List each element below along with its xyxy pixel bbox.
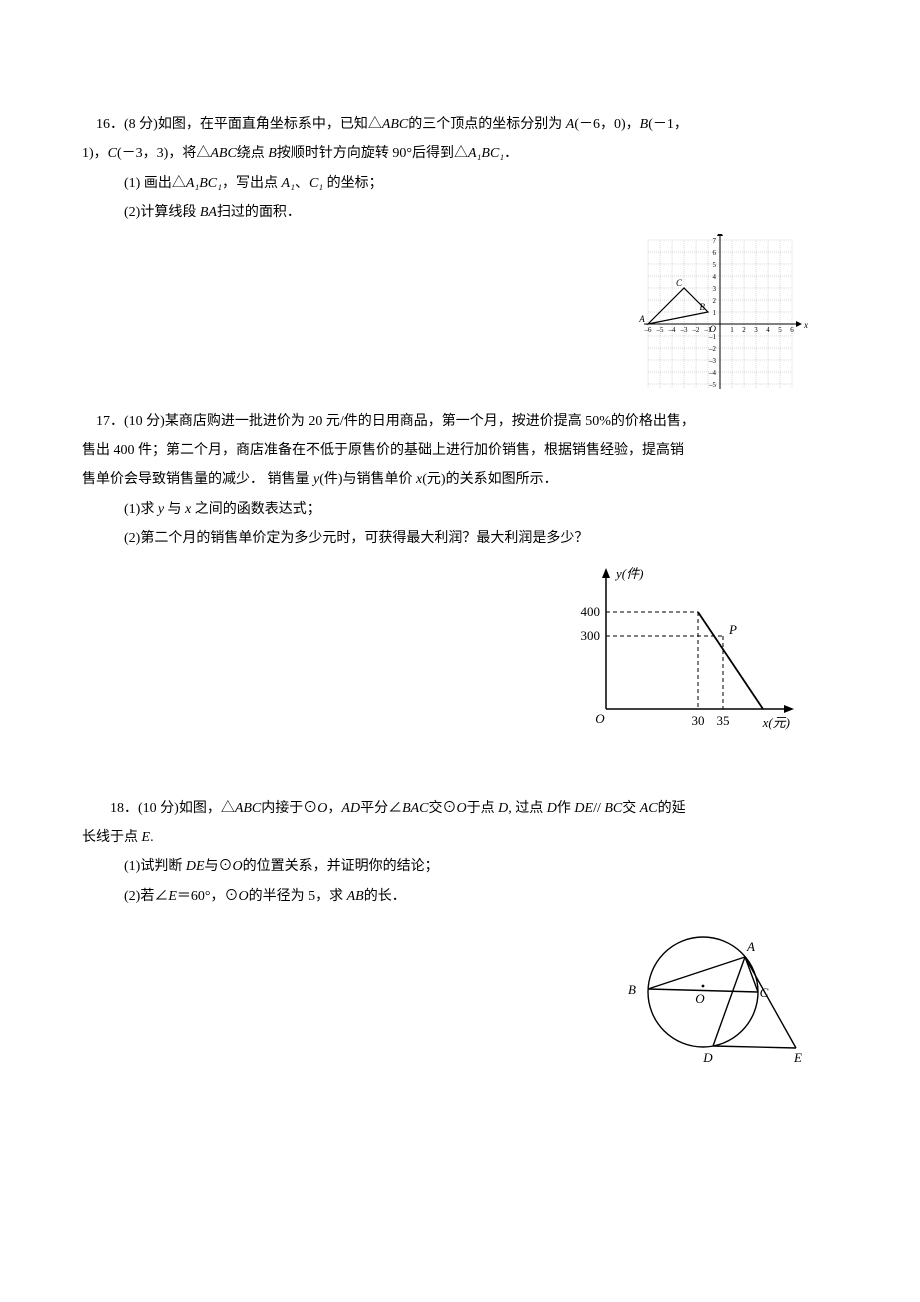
p18-line1: 18．(10 分)如图，△ABC内接于⊙O，AD平分∠BAC交⊙O于点 D, 过… <box>82 794 838 823</box>
problem-17: 17．(10 分)某商店购进一批进价为 20 元/件的日用商品，第一个月，按进价… <box>82 407 838 734</box>
p16-figure: –6–5–4–3–2–1123456–7–6–5–4–3–2–11234567O… <box>638 234 838 389</box>
svg-text:5: 5 <box>778 326 782 334</box>
p16-pts: (8 分) <box>124 117 158 132</box>
svg-text:6: 6 <box>790 326 794 334</box>
svg-text:D: D <box>702 1050 713 1065</box>
p18-pts: (10 分) <box>138 801 179 816</box>
svg-text:300: 300 <box>581 628 601 643</box>
svg-text:–3: –3 <box>680 326 689 334</box>
p16-sub2: (2)计算线段 BA扫过的面积． <box>82 198 838 227</box>
p17-num: 17 <box>96 414 110 429</box>
svg-text:A: A <box>638 314 645 324</box>
svg-text:P: P <box>728 622 737 637</box>
p17-sub2: (2)第二个月的销售单价定为多少元时，可获得最大利润？最大利润是多少？ <box>82 524 838 553</box>
problem-16: 16．(8 分)如图，在平面直角坐标系中，已知△ABC的三个顶点的坐标分别为 A… <box>82 110 838 389</box>
svg-text:x: x <box>803 320 808 330</box>
svg-text:y(件): y(件) <box>614 566 643 581</box>
svg-text:C: C <box>760 985 769 1000</box>
svg-text:1: 1 <box>730 326 734 334</box>
svg-text:400: 400 <box>581 604 601 619</box>
svg-text:6: 6 <box>713 249 717 257</box>
svg-text:7: 7 <box>713 237 717 245</box>
p17-line1: 17．(10 分)某商店购进一批进价为 20 元/件的日用商品，第一个月，按进价… <box>82 407 838 436</box>
p17-figure: O 30 35 400 300 y(件) x(元) P <box>568 564 798 734</box>
p16-sub1: (1) 画出△A₁BC₁，写出点 A₁、C₁ 的坐标； <box>82 169 838 198</box>
p17-line3: 售单价会导致销售量的减少． 销售量 y(件)与销售单价 x(元)的关系如图所示． <box>82 465 838 494</box>
svg-text:30: 30 <box>692 713 705 728</box>
svg-text:–2: –2 <box>692 326 701 334</box>
p18-sub2: (2)若∠E＝60°，⊙O的半径为 5，求 AB的长． <box>82 882 838 911</box>
p16-num: 16 <box>96 117 110 132</box>
svg-text:1: 1 <box>713 309 717 317</box>
p18-num: 18 <box>110 801 124 816</box>
p18-sub1: (1)试判断 DE与⊙O的位置关系，并证明你的结论； <box>82 852 838 881</box>
svg-text:O: O <box>710 324 717 334</box>
svg-text:35: 35 <box>717 713 730 728</box>
svg-text:B: B <box>700 302 706 312</box>
svg-text:3: 3 <box>754 326 758 334</box>
svg-text:–5: –5 <box>656 326 665 334</box>
svg-text:2: 2 <box>742 326 746 334</box>
svg-text:x(元): x(元) <box>762 715 790 730</box>
svg-text:–4: –4 <box>708 369 717 377</box>
svg-text:–3: –3 <box>708 357 717 365</box>
svg-text:C: C <box>676 278 683 288</box>
svg-text:O: O <box>695 991 705 1006</box>
p18-line2: 长线于点 E. <box>82 823 838 852</box>
svg-text:4: 4 <box>766 326 770 334</box>
svg-text:–4: –4 <box>668 326 677 334</box>
p17-sub1: (1)求 y 与 x 之间的函数表达式； <box>82 495 838 524</box>
svg-text:–6: –6 <box>644 326 653 334</box>
svg-text:4: 4 <box>713 273 717 281</box>
svg-text:A: A <box>746 939 755 954</box>
p16-line1: 16．(8 分)如图，在平面直角坐标系中，已知△ABC的三个顶点的坐标分别为 A… <box>82 110 838 139</box>
p17-pts: (10 分) <box>124 414 165 429</box>
svg-text:3: 3 <box>713 285 717 293</box>
problem-18: 18．(10 分)如图，△ABC内接于⊙O，AD平分∠BAC交⊙O于点 D, 过… <box>82 794 838 1078</box>
p17-line2: 售出 400 件；第二个月，商店准备在不低于原售价的基础上进行加价销售，根据销售… <box>82 436 838 465</box>
svg-text:B: B <box>628 982 636 997</box>
svg-text:2: 2 <box>713 297 717 305</box>
p18-figure: A B C D E O <box>618 917 808 1077</box>
svg-text:–1: –1 <box>708 333 717 341</box>
svg-text:–2: –2 <box>708 345 717 353</box>
svg-text:5: 5 <box>713 261 717 269</box>
svg-text:O: O <box>595 711 605 726</box>
p16-line2: 1)，C(－3，3)，将△ABC绕点 B按顺时针方向旋转 90°后得到△A₁BC… <box>82 139 838 168</box>
svg-text:E: E <box>793 1050 802 1065</box>
svg-text:–5: –5 <box>708 381 717 389</box>
